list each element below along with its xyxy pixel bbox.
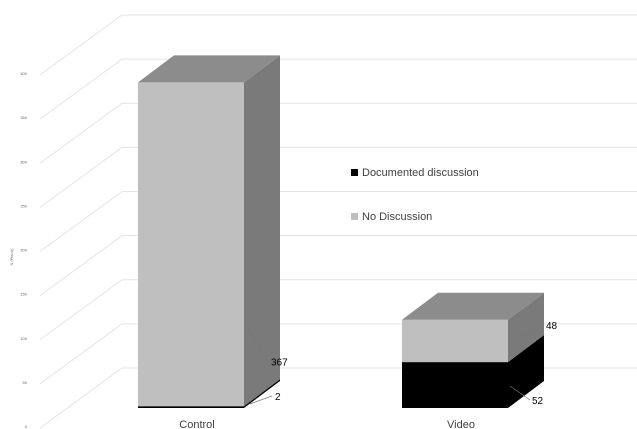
y-tick-label: 0 [25,424,28,429]
legend: Documented discussion No Discussion [351,167,479,223]
leader-line [249,395,273,405]
category-labels: Control Video [179,419,475,429]
legend-swatch [351,169,358,176]
data-label: 367 [271,357,288,368]
bar [138,82,244,407]
data-label: 48 [546,321,558,332]
bar [402,319,508,363]
gridline-diagonal [39,58,123,120]
gridlines [39,14,637,429]
y-tick-label: 400 [20,71,27,76]
legend-swatch [351,213,358,220]
bar-side [508,292,544,363]
leader-line [511,326,543,342]
y-tick-label: 350 [20,115,27,120]
gridline-diagonal [39,102,123,164]
bar-top [402,292,544,320]
category-label: Control [179,419,214,429]
legend-label: No Discussion [362,211,432,223]
category-label: Video [447,419,475,429]
gridline-diagonal [39,235,123,297]
legend-label: Documented discussion [362,167,479,179]
gridline-diagonal [39,279,123,341]
gridline-diagonal [39,367,123,429]
bars: 2 367 52 48 [138,55,558,408]
y-tick-label: 250 [20,203,27,208]
y-tick-label: 50 [23,380,28,385]
bar-side [244,379,280,408]
gridline-diagonal [39,14,123,76]
bar-side [244,55,280,407]
data-label: 2 [275,392,281,403]
bar-side [508,335,544,408]
y-tick-label: 200 [20,248,27,253]
bar [402,362,508,408]
data-label: 52 [532,396,544,407]
leader-line [509,385,531,401]
gridline-diagonal [39,191,123,252]
y-tick-label: 100 [20,336,27,341]
y-tick-label: 150 [20,292,27,297]
y-tick-label: 300 [20,159,27,164]
gridline-diagonal [39,146,123,208]
bar [138,406,244,408]
leader-line [245,324,269,363]
y-tick-labels: 0 50 100 150 200 250 300 350 400 [20,71,27,429]
bar-top [138,55,280,83]
gridline-diagonal [39,323,123,385]
y-axis-label: N (Pts=n) [9,248,14,266]
